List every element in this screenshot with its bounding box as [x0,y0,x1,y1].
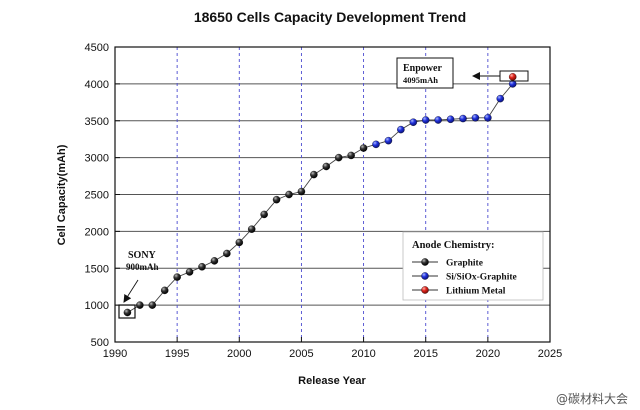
data-point-graphite [322,162,331,171]
data-point-graphite [297,187,306,196]
legend-marker-graphite [421,258,429,266]
y-tick-label: 1000 [85,300,109,312]
legend-title: Anode Chemistry: [412,240,495,251]
grid [115,47,550,342]
data-point-si-siox-graphite [409,118,418,126]
data-point-graphite [285,190,293,199]
data-point-si-siox-graphite [397,125,405,134]
y-tick-label: 2000 [85,226,109,238]
x-tick-label: 2010 [351,348,375,360]
y-tick-label: 4000 [85,79,109,91]
sony-highlight-box [118,304,136,319]
legend-label-si-siox-graphite: Si/SiOx-Graphite [446,273,517,283]
data-point-graphite [272,195,281,204]
data-point-graphite [223,249,231,258]
data-point-graphite [347,151,355,160]
data-point-graphite [334,153,343,162]
enpower-capacity-label: 4095mAh [403,75,438,85]
legend: Anode Chemistry: Graphite Si/SiOx-Graphit… [402,231,544,301]
data-point-graphite [247,225,256,233]
sony-capacity-label: 900mAh [126,262,159,272]
legend-marker-si-siox-graphite [421,272,429,280]
enpower-label: Enpower [403,63,442,74]
data-point-graphite [123,308,132,317]
data-point-graphite [185,268,194,276]
x-tick-label: 1995 [165,348,189,360]
data-point-graphite [235,238,244,247]
data-point-si-siox-graphite [434,116,442,124]
data-point-lithium-metal [508,73,517,81]
data-point-si-siox-graphite [459,114,467,123]
x-tick-label: 2025 [538,348,562,360]
data-point-graphite [310,170,318,179]
data-point-si-siox-graphite [496,94,505,103]
legend-label-graphite: Graphite [446,259,483,269]
data-point-si-siox-graphite [484,114,492,122]
y-tick-label: 2500 [85,190,109,202]
data-point-si-siox-graphite [421,116,430,124]
axis-ticks: 1990 1995 2000 2005 2010 2015 2020 2025 500 1000 1… [85,42,563,360]
y-tick-label: 500 [91,337,109,349]
data-point-si-siox-graphite [372,140,380,149]
x-tick-label: 2000 [227,348,251,360]
data-point-graphite [136,301,144,309]
data-point-si-siox-graphite [471,114,480,122]
x-tick-label: 2020 [476,348,500,360]
chart-title: 18650 Cells Capacity Development Trend [194,9,466,25]
legend-entries: Graphite Si/SiOx-Graphite Lithium Metal [412,258,517,297]
y-tick-label: 1500 [85,263,109,275]
x-axis-label: Release Year [298,375,366,387]
y-axis-label: Cell Capacity(mAh) [56,144,68,245]
data-point-graphite [359,144,368,152]
data-point-graphite [148,301,157,309]
data-point-si-siox-graphite [384,136,393,145]
data-point-graphite [260,210,268,219]
legend-label-lithium-metal: Lithium Metal [446,287,506,297]
y-tick-label: 3000 [85,153,109,165]
data-points [123,73,517,317]
y-tick-label: 4500 [85,42,109,54]
data-point-si-siox-graphite [446,115,455,124]
legend-marker-lithium-metal [421,286,429,294]
data-point-graphite [210,257,219,265]
enpower-label-box [396,57,454,89]
sony-arrow [123,279,139,303]
x-tick-label: 2015 [413,348,437,360]
data-point-graphite [198,263,206,271]
watermark: @碳材料大会 [556,392,628,406]
data-point-graphite [173,273,181,281]
data-point-graphite [160,286,169,295]
sony-label: SONY [128,250,157,261]
y-tick-label: 3500 [85,116,109,128]
x-tick-label: 1990 [103,348,127,360]
x-tick-label: 2005 [289,348,313,360]
